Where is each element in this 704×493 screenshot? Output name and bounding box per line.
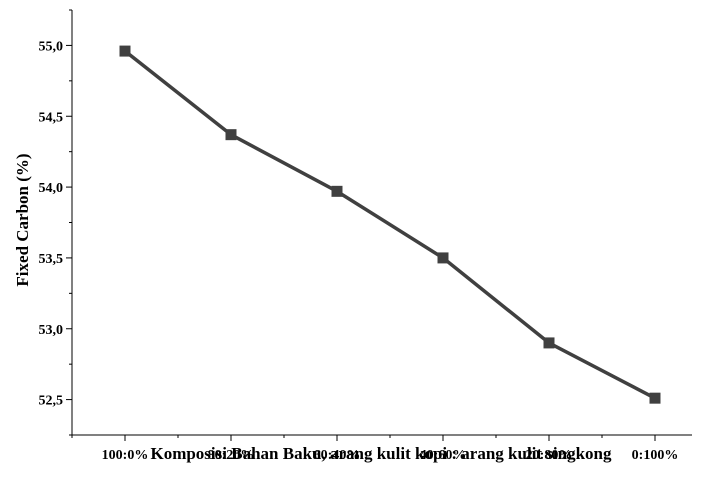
x-tick-label: 20:80% bbox=[526, 448, 573, 463]
y-tick-label: 53,5 bbox=[39, 252, 64, 267]
y-tick-label: 54,0 bbox=[39, 181, 64, 196]
x-axis-title: Komposisi Bahan Baku, arang kulit kopi :… bbox=[150, 444, 612, 463]
data-point-marker bbox=[331, 185, 343, 197]
x-tick-label: 0:100% bbox=[632, 448, 679, 463]
y-axis-title: Fixed Carbon (%) bbox=[13, 153, 32, 286]
series-line bbox=[123, 49, 656, 400]
plot-area bbox=[119, 45, 661, 404]
y-tick-label: 53,0 bbox=[39, 323, 64, 338]
x-tick-label: 80:20% bbox=[208, 448, 255, 463]
axes: 52,5 53,0 53,5 54,0 54,5 55,0 100:0% 80:20% 60:4… bbox=[39, 9, 692, 463]
data-point-marker bbox=[543, 337, 555, 349]
data-point-marker bbox=[119, 45, 131, 57]
x-tick-label: 60:40% bbox=[314, 448, 361, 463]
y-tick-label: 55,0 bbox=[39, 39, 64, 54]
x-tick-label: 40:60% bbox=[420, 448, 467, 463]
y-tick-label: 54,5 bbox=[39, 110, 64, 125]
x-tick-label: 100:0% bbox=[102, 448, 149, 463]
y-tick-label: 52,5 bbox=[39, 394, 64, 409]
data-point-marker bbox=[437, 252, 449, 264]
data-point-marker bbox=[649, 392, 661, 404]
data-point-marker bbox=[225, 129, 237, 141]
